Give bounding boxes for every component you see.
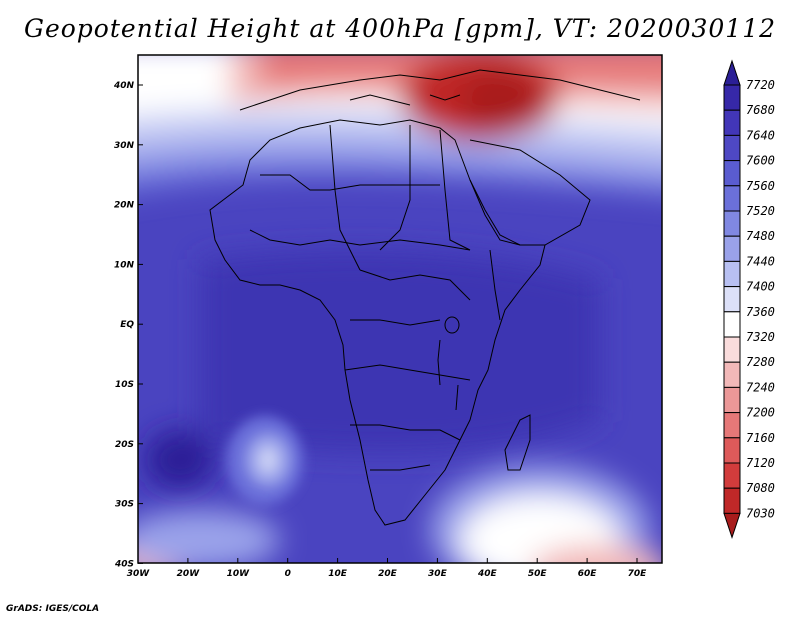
longitude-axis: 30W 20W 10W 0 10E 20E 30E 40E 50E 60E 70E bbox=[127, 558, 647, 579]
colorbar-label: 7520 bbox=[746, 204, 775, 218]
colorbar-swatch bbox=[723, 386, 741, 414]
colorbar-label: 7360 bbox=[746, 305, 775, 319]
lat-tick-label: 20N bbox=[114, 201, 135, 211]
lon-tick-label: 20W bbox=[177, 569, 201, 579]
lat-tick-label: 30N bbox=[114, 141, 135, 151]
map-title: Geopotential Height at 400hPa [gpm], VT:… bbox=[23, 14, 777, 43]
colorbar-label: 7680 bbox=[746, 103, 775, 117]
plot-frame bbox=[137, 54, 663, 564]
colorbar: 7720 7680 7640 7600 7560 7520 7480 7440 7400 7360… bbox=[723, 59, 775, 539]
colorbar-swatch bbox=[723, 412, 741, 439]
lon-tick-label: 0 bbox=[285, 569, 291, 579]
colorbar-swatch bbox=[723, 185, 741, 212]
colorbar-bottom-arrow bbox=[723, 512, 741, 539]
colorbar-label: 7560 bbox=[746, 179, 775, 193]
lat-tick-label: 40S bbox=[114, 559, 134, 569]
latitude-axis: 40N 30N 20N 10N EQ 10S 20S 30S 40S bbox=[113, 81, 143, 569]
colorbar-swatch bbox=[723, 311, 741, 338]
colorbar-swatch bbox=[723, 210, 741, 237]
lon-tick-label: 50E bbox=[528, 569, 548, 579]
colorbar-label: 7200 bbox=[746, 406, 775, 420]
colorbar-label: 7480 bbox=[746, 229, 775, 243]
lat-tick-label: 40N bbox=[113, 81, 135, 91]
colorbar-swatch bbox=[723, 286, 741, 313]
colorbar-label: 7320 bbox=[746, 330, 775, 344]
lon-tick-label: 60E bbox=[578, 569, 598, 579]
colorbar-swatch bbox=[723, 160, 741, 187]
colorbar-label: 7600 bbox=[746, 154, 775, 168]
colorbar-swatch bbox=[723, 437, 741, 464]
colorbar-label: 7030 bbox=[746, 506, 775, 520]
colorbar-swatch bbox=[723, 487, 741, 514]
height-field bbox=[138, 55, 662, 563]
lat-tick-label: EQ bbox=[120, 320, 134, 330]
colorbar-label: 7280 bbox=[746, 355, 775, 369]
lon-tick-label: 30W bbox=[127, 569, 151, 579]
lon-tick-label: 10W bbox=[227, 569, 251, 579]
coastlines bbox=[209, 69, 641, 526]
colorbar-swatch bbox=[723, 235, 741, 262]
colorbar-label: 7400 bbox=[746, 280, 775, 294]
colorbar-top-arrow bbox=[723, 59, 741, 86]
lon-tick-label: 30E bbox=[428, 569, 448, 579]
lat-tick-label: 10S bbox=[115, 380, 134, 390]
colorbar-label: 7720 bbox=[746, 78, 775, 92]
credit-text: GrADS: IGES/COLA bbox=[6, 604, 100, 614]
colorbar-label: 7160 bbox=[746, 431, 775, 445]
colorbar-label: 7440 bbox=[746, 254, 775, 268]
lat-tick-label: 20S bbox=[115, 440, 134, 450]
colorbar-swatch bbox=[723, 260, 741, 288]
lon-tick-label: 70E bbox=[628, 569, 648, 579]
colorbar-label: 7240 bbox=[746, 380, 775, 394]
colorbar-label: 7080 bbox=[746, 481, 775, 495]
lon-tick-label: 10E bbox=[328, 569, 348, 579]
colorbar-swatch bbox=[723, 462, 741, 489]
colorbar-swatch bbox=[723, 84, 741, 111]
colorbar-swatch bbox=[723, 361, 741, 388]
lon-tick-label: 40E bbox=[477, 569, 498, 579]
colorbar-label: 7120 bbox=[746, 456, 775, 470]
colorbar-swatch bbox=[723, 134, 741, 162]
colorbar-swatch bbox=[723, 109, 741, 136]
colorbar-label: 7640 bbox=[746, 128, 775, 142]
lat-tick-label: 10N bbox=[114, 260, 135, 270]
colorbar-swatch bbox=[723, 336, 741, 363]
lon-tick-label: 20E bbox=[378, 569, 398, 579]
lat-tick-label: 30S bbox=[115, 500, 134, 510]
